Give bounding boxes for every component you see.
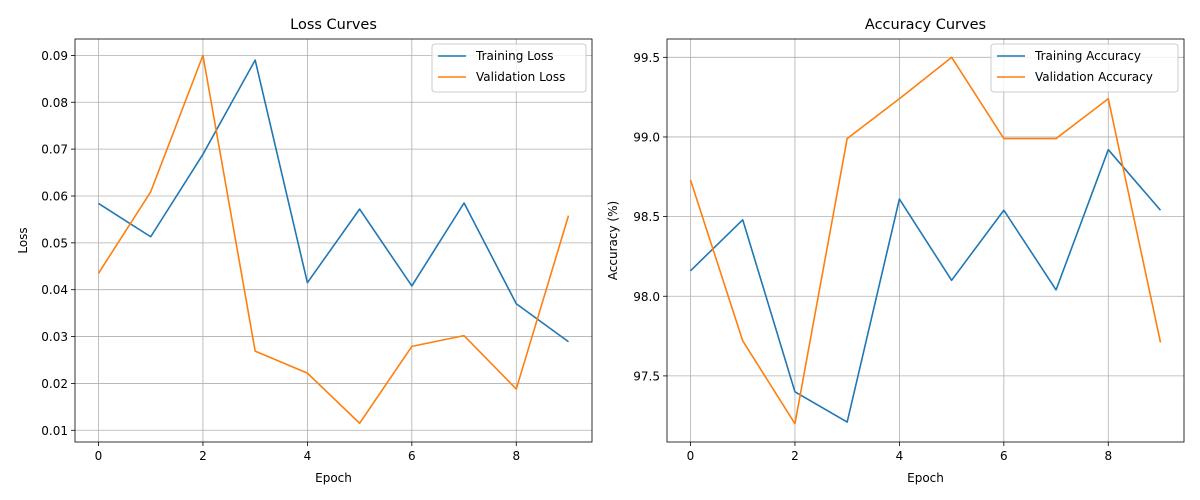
loss-y-tick-label: 0.04	[41, 283, 68, 297]
accuracy-y-tick-label: 99.5	[633, 51, 660, 65]
loss-chart-title: Loss Curves	[290, 17, 377, 33]
legend-training-loss-label: Training Loss	[475, 49, 553, 63]
accuracy-x-tick-label: 6	[1000, 449, 1008, 463]
accuracy-legend: Training Accuracy Validation Accuracy	[991, 44, 1178, 92]
loss-y-tick-label: 0.03	[41, 330, 68, 344]
loss-y-tick-label: 0.09	[41, 49, 68, 63]
loss-y-tick-label: 0.05	[41, 236, 68, 250]
accuracy-x-axis-label: Epoch	[907, 471, 944, 485]
accuracy-x-tick-label: 4	[896, 449, 904, 463]
accuracy-y-tick-label: 98.0	[633, 290, 660, 304]
loss-x-tick-label: 8	[512, 449, 520, 463]
accuracy-x-tick-label: 8	[1104, 449, 1112, 463]
loss-legend: Training Loss Validation Loss	[432, 44, 586, 92]
legend-validation-loss-label: Validation Loss	[476, 70, 565, 84]
accuracy-y-tick-label: 97.5	[633, 369, 660, 383]
loss-y-tick-label: 0.07	[41, 143, 68, 157]
loss-x-tick-label: 6	[408, 449, 416, 463]
accuracy-chart-title: Accuracy Curves	[865, 17, 986, 33]
loss-x-tick-label: 4	[304, 449, 312, 463]
loss-x-axis-label: Epoch	[315, 471, 352, 485]
loss-y-tick-label: 0.06	[41, 189, 68, 203]
loss-y-tick-label: 0.02	[41, 377, 68, 391]
loss-y-axis-label: Loss	[16, 227, 30, 253]
accuracy-y-axis-label: Accuracy (%)	[606, 201, 620, 280]
loss-x-tick-label: 2	[199, 449, 207, 463]
legend-training-accuracy-label: Training Accuracy	[1034, 49, 1141, 63]
accuracy-x-tick-label: 0	[687, 449, 695, 463]
loss-y-tick-label: 0.01	[41, 424, 68, 438]
accuracy-y-tick-label: 98.5	[633, 210, 660, 224]
loss-x-tick-label: 0	[95, 449, 103, 463]
loss-y-tick-label: 0.08	[41, 96, 68, 110]
accuracy-x-tick-label: 2	[791, 449, 799, 463]
accuracy-y-tick-label: 99.0	[633, 130, 660, 144]
legend-validation-accuracy-label: Validation Accuracy	[1035, 70, 1153, 84]
